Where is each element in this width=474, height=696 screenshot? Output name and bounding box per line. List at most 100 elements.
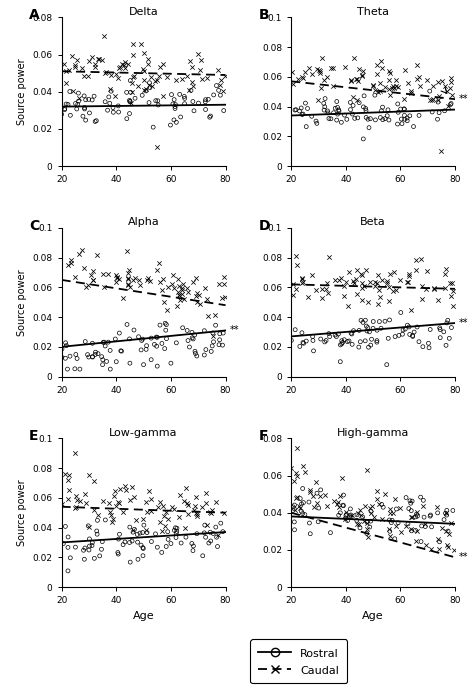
Point <box>288 67 296 78</box>
Point <box>447 517 455 528</box>
Point <box>363 516 371 528</box>
Point <box>101 96 109 107</box>
Point <box>441 105 448 116</box>
Point <box>375 316 383 327</box>
Point <box>61 104 68 116</box>
Point <box>413 59 421 70</box>
Point <box>319 52 326 63</box>
Point <box>135 274 143 285</box>
Point <box>417 491 424 503</box>
Point <box>131 93 139 104</box>
Point <box>348 509 356 521</box>
Point <box>335 106 343 117</box>
Point <box>373 68 381 79</box>
Point <box>169 98 177 109</box>
Point <box>72 98 79 109</box>
Point <box>387 507 394 518</box>
Point <box>385 295 393 306</box>
Point <box>212 319 219 331</box>
Point <box>379 102 386 113</box>
Point <box>71 60 79 71</box>
Point <box>371 90 379 101</box>
Point <box>174 274 182 285</box>
Point <box>125 59 132 70</box>
Point <box>67 255 74 266</box>
Point <box>183 325 191 336</box>
Point <box>156 277 164 288</box>
Point <box>330 496 338 507</box>
Point <box>88 540 96 551</box>
Point <box>120 59 128 70</box>
Point <box>81 102 88 113</box>
Point <box>175 512 182 523</box>
Point <box>126 95 133 106</box>
Point <box>351 53 358 64</box>
Point <box>388 514 396 525</box>
Point <box>138 90 146 101</box>
Point <box>112 270 120 281</box>
Point <box>106 497 113 508</box>
Point <box>290 501 297 512</box>
Point <box>337 117 345 128</box>
Point <box>156 516 164 528</box>
Point <box>364 464 371 475</box>
Point <box>118 58 126 70</box>
Point <box>161 511 168 522</box>
Point <box>337 273 345 284</box>
Point <box>323 278 331 289</box>
Point <box>119 506 127 517</box>
Point <box>310 491 317 502</box>
Point <box>88 52 96 63</box>
Point <box>386 531 394 542</box>
Point <box>345 266 353 277</box>
Point <box>181 93 189 104</box>
Point <box>372 114 379 125</box>
Point <box>174 287 182 298</box>
Point <box>438 522 446 533</box>
Point <box>100 337 107 348</box>
Point <box>171 103 179 114</box>
Point <box>193 528 201 539</box>
Point <box>201 96 209 107</box>
Point <box>340 334 348 345</box>
Point <box>112 356 120 367</box>
Point <box>137 345 145 356</box>
Point <box>309 331 317 342</box>
Point <box>192 507 200 519</box>
Point <box>359 512 366 523</box>
Point <box>91 347 99 358</box>
Point <box>81 542 89 553</box>
Point <box>317 333 325 345</box>
Y-axis label: Source power: Source power <box>17 269 27 335</box>
Point <box>347 509 355 521</box>
Point <box>112 68 119 79</box>
Point <box>71 61 79 72</box>
Point <box>108 86 115 97</box>
Point <box>94 348 102 359</box>
Point <box>404 519 412 530</box>
Point <box>412 512 419 523</box>
Point <box>430 283 438 294</box>
Point <box>171 101 179 112</box>
Point <box>139 550 147 561</box>
Point <box>189 277 197 288</box>
Point <box>353 74 361 85</box>
Point <box>291 500 298 511</box>
Point <box>398 113 405 125</box>
Point <box>412 254 420 265</box>
Point <box>111 485 119 496</box>
Point <box>367 340 374 351</box>
Point <box>369 323 377 334</box>
Point <box>409 512 416 523</box>
Point <box>315 503 323 514</box>
Point <box>296 341 304 352</box>
Point <box>197 65 204 76</box>
Point <box>291 104 299 116</box>
Point <box>355 342 363 353</box>
Point <box>441 81 448 92</box>
Point <box>58 498 66 509</box>
Point <box>434 294 442 306</box>
Point <box>353 519 361 530</box>
Point <box>212 521 219 532</box>
Point <box>66 351 74 362</box>
